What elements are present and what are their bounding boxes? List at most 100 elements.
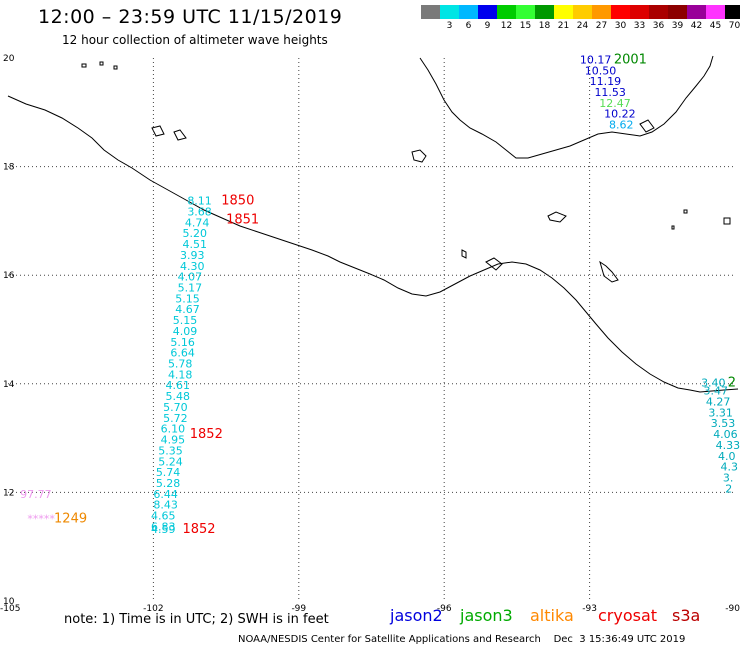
- legend-label: 45: [709, 21, 722, 31]
- legend-label: 9: [484, 21, 491, 31]
- wave-height-value: 2: [725, 482, 732, 495]
- satellite-track: 8.113.684.745.204.513.934.304.075.175.15…: [166, 194, 255, 393]
- legend-label: 24: [576, 21, 589, 31]
- legend-label: 42: [690, 21, 703, 31]
- legend-swatch: 9: [478, 5, 497, 31]
- legend-label: 39: [671, 21, 684, 31]
- axis-tick-labels: 20 18 16 14 12 10-105 -102 -99 -96 -93 -90: [0, 54, 740, 614]
- wave-height-value: 11.19: [590, 75, 622, 88]
- wave-height-value: 4.65: [151, 510, 176, 523]
- wave-height-value: 5.16: [170, 336, 195, 349]
- wave-height-value: 11.53: [594, 86, 626, 99]
- island: [81, 63, 87, 68]
- yucatan-coastline: [419, 55, 714, 159]
- wave-height-value: 3.31: [708, 406, 733, 419]
- wave-height-value: 4.59: [151, 523, 176, 536]
- track-time-label: 2001: [614, 52, 647, 67]
- wave-height-value: 4.07: [178, 271, 203, 284]
- satellite-name: jason2: [390, 606, 443, 625]
- legend-swatch: 15: [516, 5, 535, 31]
- wave-height-value: *****: [27, 512, 55, 525]
- satellite-name: s3a: [672, 606, 701, 625]
- legend-label: 21: [557, 21, 570, 31]
- wave-height-value: 4.30: [180, 260, 205, 273]
- wave-height-value: 6.44: [153, 488, 178, 501]
- island: [485, 257, 503, 271]
- map-subtitle: 12 hour collection of altimeter wave hei…: [62, 33, 328, 47]
- legend-swatch: 24: [573, 5, 592, 31]
- track-time-label: 1851: [226, 213, 259, 228]
- satellite-name: cryosat: [598, 606, 658, 625]
- track-time-label: 2: [728, 376, 736, 391]
- wave-height-value: 5.72: [163, 412, 188, 425]
- legend-swatch: 42: [687, 5, 706, 31]
- wave-height-value: 10.17: [580, 53, 612, 66]
- wave-height-value: 10.22: [604, 108, 636, 121]
- island: [683, 209, 688, 214]
- island: [113, 65, 118, 70]
- lon-tick-label: -90: [725, 604, 740, 614]
- wave-height-value: 5.35: [158, 444, 183, 457]
- legend-label: 27: [595, 21, 608, 31]
- island: [547, 211, 567, 223]
- wave-height-value: 6.83: [151, 520, 176, 533]
- wave-height-value: 5.17: [178, 281, 203, 294]
- satellite-track: 97.77 ***** 1249: [20, 488, 87, 526]
- wave-height-value: 4.09: [173, 325, 198, 338]
- lon-tick-label: -102: [143, 604, 163, 614]
- wave-height-value: 5.15: [173, 314, 198, 327]
- coastline: [7, 55, 739, 393]
- mexico-coastline: [7, 95, 739, 393]
- satellite-track: 1852: [182, 522, 215, 537]
- wave-height-value: 5.28: [156, 477, 181, 490]
- credit-line: NOAA/NESDIS Center for Satellite Applica…: [238, 634, 686, 645]
- wave-height-value: 3.68: [187, 205, 212, 218]
- legend-swatch: 30: [611, 5, 630, 31]
- island: [639, 119, 655, 133]
- wave-height-value: 8.62: [609, 119, 634, 132]
- legend-swatch: 6: [459, 5, 478, 31]
- wave-height-value: 4.33: [716, 439, 740, 452]
- legend-label: 18: [538, 21, 551, 31]
- wave-height-value: 6.10: [161, 423, 186, 436]
- island: [411, 149, 427, 163]
- legend-swatch: 18: [535, 5, 554, 31]
- lon-tick-label: -96: [437, 604, 452, 614]
- legend-swatch: 3: [440, 5, 459, 31]
- wave-height-value: 5.24: [158, 455, 183, 468]
- legend-label: 3: [446, 21, 453, 31]
- lat-tick-label: 10: [3, 597, 15, 607]
- legend-swatch: 70: [725, 5, 740, 31]
- wave-height-value: 3.47: [703, 385, 728, 398]
- lon-tick-label: -99: [291, 604, 306, 614]
- lat-tick-label: 12: [3, 488, 14, 498]
- track-time-label: 1249: [54, 511, 87, 526]
- legend-swatch: 27: [592, 5, 611, 31]
- lat-tick-label: 18: [3, 163, 15, 173]
- wave-height-value: 4.74: [185, 216, 210, 229]
- wave-height-value: 4.27: [706, 396, 731, 409]
- wave-height-value: 4.95: [161, 434, 186, 447]
- island: [599, 260, 619, 283]
- legend-label: 36: [652, 21, 665, 31]
- wave-height-value: 5.20: [182, 227, 207, 240]
- lon-tick-label: -93: [582, 604, 597, 614]
- footnote: note: 1) Time is in UTC; 2) SWH is in fe…: [64, 612, 329, 627]
- wave-height-value: 4.06: [713, 428, 738, 441]
- track-time-label: 1852: [182, 522, 215, 537]
- wave-height-value: 3.53: [711, 417, 736, 430]
- wave-height-value: 10.50: [585, 64, 617, 77]
- wave-height-value: 3.40: [701, 377, 726, 390]
- graticule: [8, 58, 735, 601]
- wave-height-value: 97.77: [20, 488, 52, 501]
- legend-label: 12: [500, 21, 513, 31]
- lat-tick-label: 16: [3, 271, 15, 281]
- wave-height-value: 12.47: [599, 97, 631, 110]
- wave-height-value: 3.93: [180, 249, 205, 262]
- wave-height-value: 4.67: [175, 303, 200, 316]
- legend-label: 30: [614, 21, 627, 31]
